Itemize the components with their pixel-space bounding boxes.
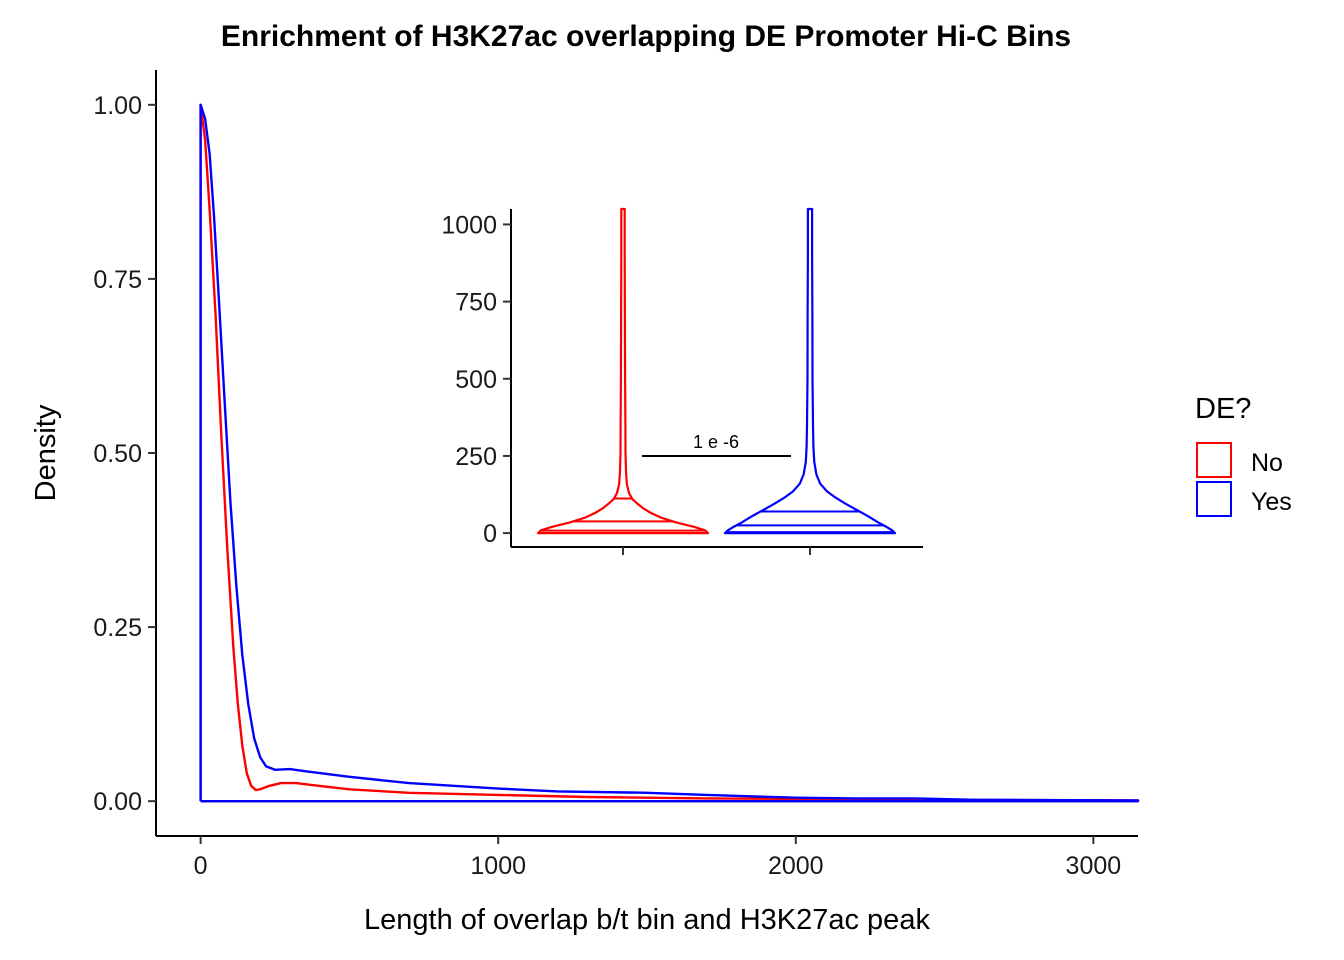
legend: DE? No Yes — [1195, 393, 1292, 517]
inset-y-tick-label: 750 — [455, 289, 497, 317]
y-ticks: 0.00 0.25 0.50 0.75 1.00 — [93, 92, 156, 816]
violin-yes — [723, 207, 897, 535]
y-tick-label: 0.75 — [93, 266, 142, 294]
y-tick-label: 1.00 — [93, 92, 142, 120]
y-tick-label: 0.00 — [93, 788, 142, 816]
y-tick-label: 0.50 — [93, 440, 142, 468]
density-line-yes — [199, 103, 1140, 803]
legend-key-no — [1196, 442, 1232, 478]
density-line-no — [199, 103, 1140, 803]
x-tick-label: 1000 — [470, 852, 526, 880]
legend-key-yes — [1196, 481, 1232, 517]
inset-x-ticks — [622, 547, 811, 555]
x-tick-label: 3000 — [1066, 852, 1122, 880]
chart-title: Enrichment of H3K27ac overlapping DE Pro… — [221, 20, 1071, 53]
inset-y-ticks: 0 250 500 750 1000 — [441, 211, 511, 548]
x-tick-label: 2000 — [768, 852, 824, 880]
violin-series — [536, 207, 897, 535]
density-series — [199, 103, 1140, 803]
significance-annotation: 1 e -6 — [642, 432, 791, 457]
inset-y-tick-label: 1000 — [441, 211, 497, 239]
density-panel: 0 1000 2000 3000 0.00 0.25 0.50 0.75 1.00 — [93, 70, 1140, 880]
violin-inset: 0 250 500 750 1000 1 e -6 — [441, 207, 923, 555]
y-tick-label: 0.25 — [93, 614, 142, 642]
inset-y-tick-label: 250 — [455, 443, 497, 471]
y-axis-title: Density — [30, 404, 62, 501]
x-axis-title: Length of overlap b/t bin and H3K27ac pe… — [364, 904, 930, 936]
legend-title: DE? — [1195, 393, 1251, 425]
legend-label-yes: Yes — [1251, 488, 1292, 516]
significance-label: 1 e -6 — [693, 432, 739, 452]
violin-no — [536, 207, 710, 535]
x-ticks: 0 1000 2000 3000 — [194, 836, 1121, 880]
legend-label-no: No — [1251, 449, 1283, 477]
x-tick-label: 0 — [194, 852, 208, 880]
inset-y-tick-label: 500 — [455, 366, 497, 394]
legend-entry-yes: Yes — [1196, 481, 1292, 517]
inset-y-tick-label: 0 — [483, 520, 497, 548]
legend-entry-no: No — [1196, 442, 1283, 478]
